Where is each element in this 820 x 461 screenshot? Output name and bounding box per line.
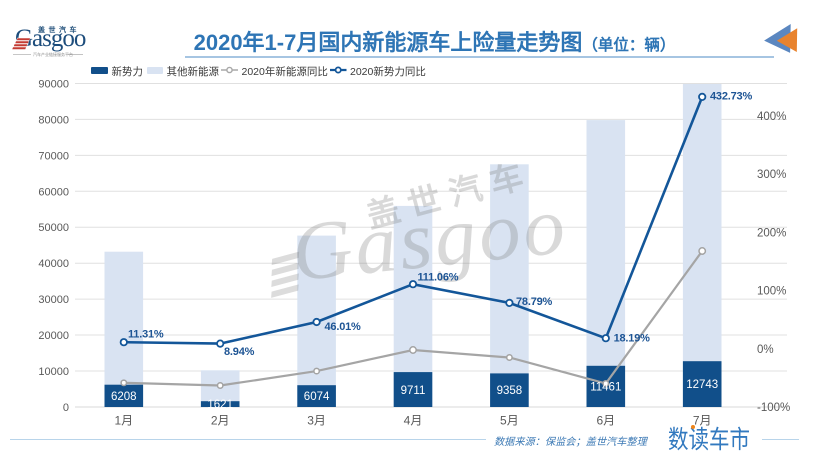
svg-text:6074: 6074 bbox=[304, 391, 330, 403]
svg-text:6208: 6208 bbox=[111, 391, 137, 403]
svg-text:7月: 7月 bbox=[693, 414, 712, 428]
svg-text:111.06%: 111.06% bbox=[418, 271, 459, 283]
svg-text:9358: 9358 bbox=[497, 385, 523, 397]
svg-text:400%: 400% bbox=[757, 111, 786, 123]
svg-text:5月: 5月 bbox=[500, 414, 519, 428]
svg-text:90000: 90000 bbox=[38, 79, 69, 91]
svg-text:18.19%: 18.19% bbox=[614, 333, 651, 345]
svg-text:200%: 200% bbox=[757, 227, 786, 239]
svg-text:70000: 70000 bbox=[38, 150, 69, 162]
svg-text:11461: 11461 bbox=[590, 381, 621, 393]
svg-text:2月: 2月 bbox=[211, 414, 230, 428]
svg-text:3月: 3月 bbox=[307, 414, 326, 428]
svg-text:46.01%: 46.01% bbox=[325, 321, 362, 333]
svg-text:50000: 50000 bbox=[38, 222, 69, 234]
svg-text:1621: 1621 bbox=[207, 399, 233, 411]
svg-text:6月: 6月 bbox=[596, 414, 615, 428]
svg-text:4月: 4月 bbox=[404, 414, 423, 428]
svg-text:60000: 60000 bbox=[38, 186, 69, 198]
svg-text:20000: 20000 bbox=[38, 330, 69, 342]
svg-text:1月: 1月 bbox=[114, 414, 133, 428]
svg-text:-100%: -100% bbox=[757, 402, 790, 414]
svg-text:0%: 0% bbox=[757, 344, 774, 356]
svg-text:10000: 10000 bbox=[38, 366, 69, 378]
svg-text:78.79%: 78.79% bbox=[516, 296, 553, 308]
svg-text:40000: 40000 bbox=[38, 258, 69, 270]
svg-text:9711: 9711 bbox=[401, 385, 426, 397]
svg-text:432.73%: 432.73% bbox=[710, 91, 752, 103]
svg-text:0: 0 bbox=[63, 402, 69, 414]
svg-text:30000: 30000 bbox=[38, 294, 69, 306]
svg-text:8.94%: 8.94% bbox=[224, 346, 255, 358]
svg-text:80000: 80000 bbox=[38, 114, 69, 126]
svg-text:100%: 100% bbox=[757, 286, 786, 298]
svg-text:11.31%: 11.31% bbox=[128, 328, 164, 340]
svg-text:300%: 300% bbox=[757, 169, 786, 181]
svg-text:12743: 12743 bbox=[686, 379, 718, 391]
